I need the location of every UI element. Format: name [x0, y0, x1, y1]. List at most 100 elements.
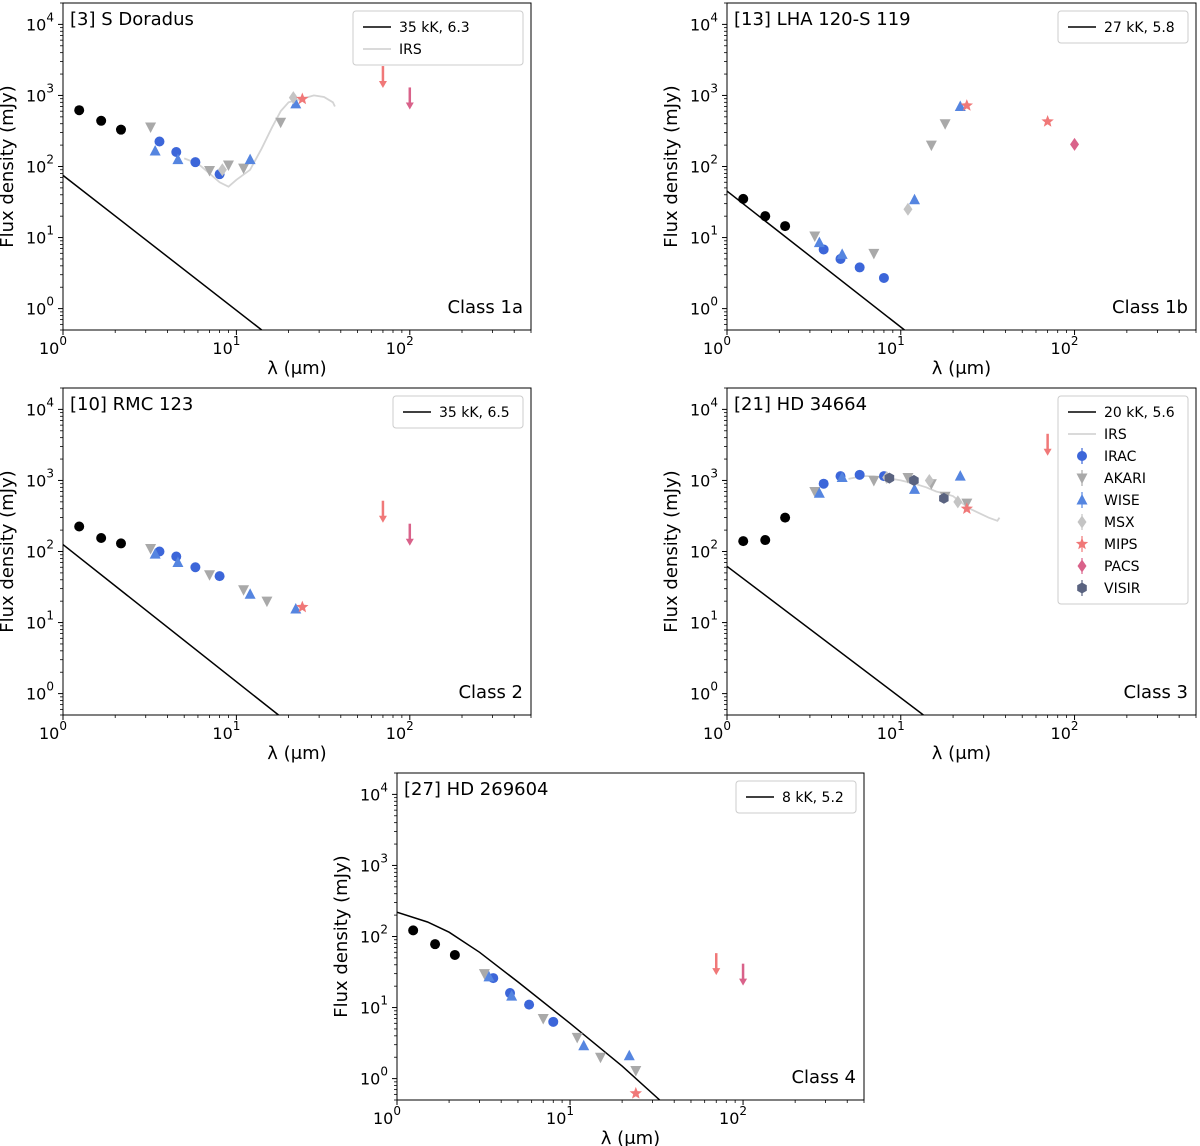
data-point-mips_ul: [378, 66, 387, 89]
legend-label: 20 kK, 5.6: [1104, 405, 1175, 421]
data-point-2mass: [96, 532, 107, 543]
data-point-akari: [145, 544, 157, 555]
data-point-akari: [939, 119, 951, 130]
y-tick-label: 102: [26, 538, 54, 562]
panel-title: [10] RMC 123: [70, 394, 193, 415]
data-point-irac: [524, 999, 535, 1010]
y-axis-label: Flux density (mJy): [0, 85, 18, 247]
y-tick-label: 100: [360, 1065, 388, 1089]
data-point-2mass: [96, 115, 107, 126]
data-point-irac: [854, 262, 865, 273]
data-point-akari: [238, 163, 250, 175]
data-point-2mass: [760, 535, 771, 546]
data-point-mips: [1041, 115, 1054, 127]
y-tick-label: 102: [360, 923, 388, 947]
data-point-wise: [954, 100, 966, 111]
x-axis-label: λ (μm): [267, 358, 326, 379]
x-tick-label: 100: [39, 719, 67, 743]
x-tick-label: 101: [212, 334, 240, 358]
plot-area: [397, 911, 748, 1100]
legend-marker-akari: [1076, 473, 1088, 484]
x-tick-label: 100: [373, 1104, 401, 1128]
sed-panel-4: 100 101 102 100 101 102 103 104 λ (μm) Flux densi…: [661, 387, 1197, 764]
legend-label: IRS: [1104, 427, 1127, 443]
x-tick-label: 100: [703, 334, 731, 358]
legend-label: 8 kK, 5.2: [782, 790, 844, 806]
data-point-wise: [149, 548, 161, 559]
y-axis-label: Flux density (mJy): [331, 855, 352, 1017]
legend-label: 35 kK, 6.3: [399, 20, 470, 36]
data-point-wise: [506, 990, 518, 1001]
x-tick-label: 100: [39, 334, 67, 358]
sed-panel-5: 100 101 102 100 101 102 103 104 λ (μm) Flux densi…: [331, 772, 865, 1146]
data-point-2mass: [780, 512, 791, 523]
plot-area: [727, 433, 1052, 715]
sed-panel-3: 100 101 102 100 101 102 103 104 λ (μm) Flux densi…: [0, 387, 532, 764]
data-point-2mass: [449, 949, 460, 960]
x-axis-label: λ (μm): [932, 743, 991, 764]
data-point-2mass: [74, 105, 85, 116]
data-point-pacs_ul: [405, 523, 414, 546]
legend: 35 kK, 6.3 IRS: [352, 10, 524, 66]
legend-label: PACS: [1104, 559, 1140, 575]
data-point-msx: [288, 91, 298, 105]
data-point-akari: [902, 473, 914, 484]
y-tick-label: 104: [360, 780, 388, 804]
data-point-2mass: [74, 521, 85, 532]
x-tick-label: 102: [1051, 719, 1079, 743]
class-label: Class 1b: [1112, 297, 1188, 318]
y-tick-label: 103: [690, 81, 718, 105]
panel-title: [27] HD 269604: [404, 779, 549, 800]
y-tick-label: 102: [690, 153, 718, 177]
legend-marker-wise: [1076, 494, 1088, 505]
data-point-akari: [261, 596, 273, 608]
data-point-mips: [629, 1086, 642, 1099]
panel-title: [3] S Doradus: [70, 9, 194, 30]
data-point-wise: [244, 153, 256, 165]
data-point-wise: [578, 1039, 590, 1051]
model-line: [63, 174, 263, 330]
y-tick-label: 102: [690, 538, 718, 562]
legend-box: [352, 10, 524, 66]
data-point-wise: [909, 483, 921, 494]
legend-marker-pacs: [1077, 559, 1087, 573]
model-line: [727, 190, 905, 330]
plot-area: [727, 99, 1080, 330]
data-point-2mass: [738, 193, 749, 204]
legend-box: [735, 780, 857, 814]
x-axis-label: λ (μm): [601, 1128, 660, 1146]
data-point-msx: [924, 473, 934, 487]
legend-box: [392, 395, 524, 429]
y-tick-label: 101: [690, 609, 718, 633]
data-point-2mass: [738, 536, 749, 547]
data-point-wise: [290, 97, 302, 109]
class-label: Class 3: [1123, 682, 1188, 703]
data-point-akari: [145, 122, 157, 133]
x-axis-label: λ (μm): [932, 358, 991, 379]
plot-area: [63, 500, 414, 715]
data-point-irac: [818, 478, 829, 489]
data-point-akari: [238, 585, 250, 596]
data-point-mips: [296, 600, 309, 613]
data-point-irac: [214, 571, 225, 582]
legend: 20 kK, 5.6 IRS IRAC AKARI WISE MSX MIPS PACS VIS…: [1057, 395, 1189, 605]
y-tick-label: 104: [690, 395, 718, 419]
plot-frame: [62, 387, 532, 716]
data-point-akari: [630, 1066, 642, 1077]
legend-box: [1057, 10, 1189, 44]
x-tick-label: 101: [877, 719, 905, 743]
data-point-2mass: [115, 124, 126, 135]
data-point-irac: [154, 136, 165, 147]
data-point-akari: [571, 1032, 583, 1044]
legend-marker-msx: [1077, 515, 1087, 529]
data-point-wise: [909, 193, 921, 205]
data-point-wise: [836, 471, 848, 483]
x-tick-label: 102: [386, 719, 414, 743]
sed-panel-2: 100 101 102 100 101 102 103 104 λ (μm) Flux densi…: [661, 2, 1197, 379]
data-point-wise: [954, 470, 966, 481]
model-line: [397, 911, 661, 1100]
legend-marker-visir: [1077, 582, 1087, 594]
legend: 8 kK, 5.2: [735, 780, 857, 814]
x-tick-label: 100: [703, 719, 731, 743]
